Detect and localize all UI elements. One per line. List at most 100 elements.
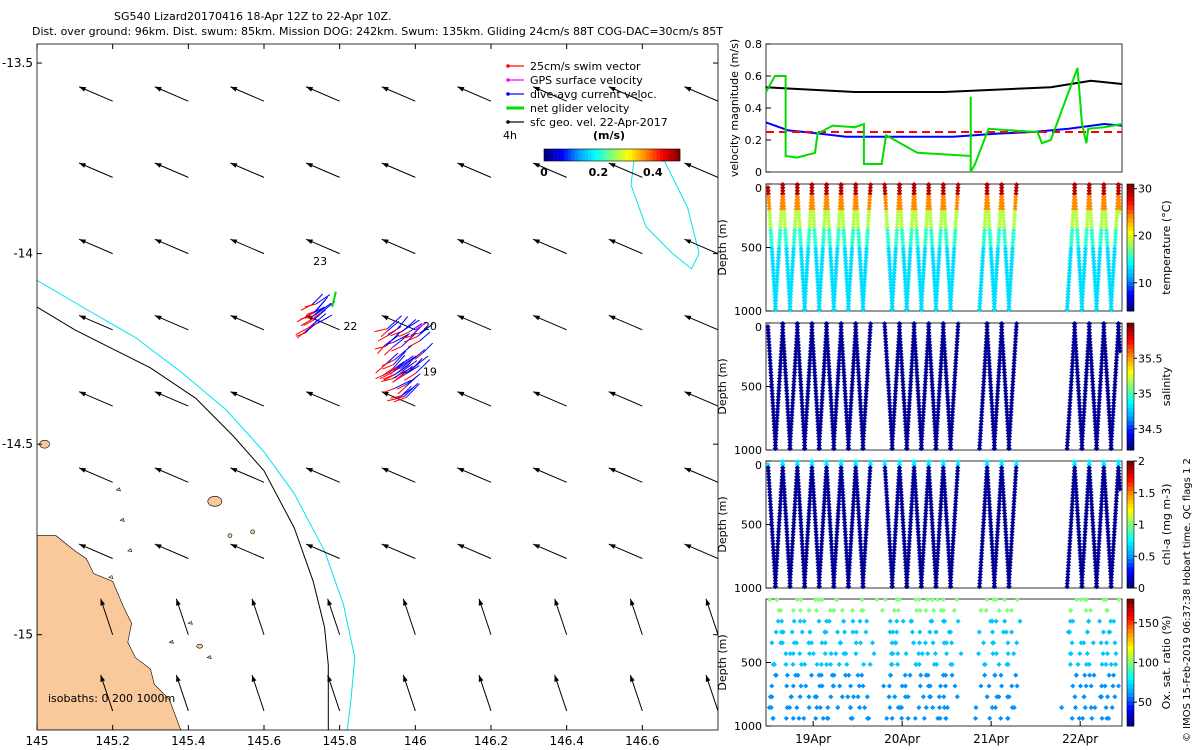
profile-sample <box>931 276 937 282</box>
track-point-label: 23 <box>313 255 327 268</box>
net-velocity-vector <box>331 291 337 308</box>
profile-sample <box>855 221 861 227</box>
profile-sample <box>781 206 787 212</box>
colorbar-cell <box>635 149 640 161</box>
sfc-velocity-arrowhead <box>79 86 87 92</box>
reef <box>115 487 121 492</box>
sfc-velocity-arrowhead <box>533 391 541 397</box>
sfc-velocity-arrowhead <box>230 391 238 397</box>
profile-sample <box>887 273 893 279</box>
x-tick-label: 145.2 <box>95 734 129 748</box>
sfc-velocity-arrowhead <box>608 239 616 245</box>
profile-sample <box>841 233 847 239</box>
sfc-velocity-arrowhead <box>3 163 10 168</box>
legend-marker <box>506 106 510 110</box>
profile-sample <box>921 258 927 264</box>
profile-sample <box>802 288 809 294</box>
dac-vector <box>386 315 402 330</box>
colorbar-cell <box>595 149 599 161</box>
profile-sample <box>857 261 863 267</box>
profile-sample <box>856 243 862 249</box>
profile-sample <box>886 258 892 264</box>
profile-sample <box>846 288 852 294</box>
section-colorbar-cell <box>1127 217 1134 223</box>
section-colorbar-cell <box>1127 272 1134 278</box>
profile-sample <box>842 249 848 255</box>
profile-sample <box>806 230 812 236</box>
profile-sample <box>862 270 868 276</box>
profile-sample <box>884 215 890 221</box>
profile-sample <box>795 194 801 200</box>
colorbar-cell <box>598 149 602 161</box>
profile-sample <box>827 249 833 255</box>
profile-sample <box>921 261 927 267</box>
dac-vector <box>394 379 412 389</box>
profile-sample <box>939 209 945 215</box>
profile-sample <box>823 182 829 188</box>
swim-vector <box>308 322 318 328</box>
profile-sample <box>927 203 933 209</box>
swim-vector <box>295 327 310 336</box>
sfc-velocity-arrowhead <box>608 544 616 549</box>
colorbar-cell <box>574 149 579 161</box>
sfc-velocity-arrowhead <box>478 598 484 606</box>
dac-vector <box>391 370 407 380</box>
profile-sample <box>790 255 796 261</box>
dac-vector <box>401 360 418 372</box>
profile-sample <box>831 307 837 313</box>
colorbar-cell <box>584 149 589 161</box>
swim-vector <box>410 332 421 336</box>
profile-sample <box>783 236 789 243</box>
profile-sample <box>801 307 807 313</box>
profile-sample <box>919 288 925 294</box>
profile-sample <box>767 215 773 221</box>
sfc-velocity-arrowhead <box>533 162 541 168</box>
profile-sample <box>797 236 804 243</box>
y-tick-label: 500 <box>741 381 762 394</box>
sfc-velocity-arrowhead <box>533 544 541 549</box>
profile-sample <box>784 258 790 264</box>
profile-sample <box>765 185 771 191</box>
section-colorbar-cell <box>1127 344 1134 349</box>
profile-sample <box>828 264 834 270</box>
profile-sample <box>795 203 801 209</box>
cbar-axis-label: temperature (°C) <box>1160 200 1173 294</box>
profile-sample <box>849 246 855 252</box>
profile-sample <box>892 264 898 270</box>
profile-sample <box>893 249 899 255</box>
profile-sample <box>790 249 796 255</box>
profile-sample <box>809 182 815 188</box>
profile-sample <box>832 276 839 282</box>
sfc-velocity-arrowhead <box>25 599 30 606</box>
profile-sample <box>829 282 836 288</box>
section-colorbar-cell <box>1127 294 1134 299</box>
profile-sample <box>899 227 905 233</box>
sfc-velocity-arrowhead <box>230 315 238 321</box>
profile-sample <box>834 258 840 264</box>
colorbar-cell <box>612 149 616 161</box>
section-colorbar-cell <box>1127 200 1134 206</box>
swim-vector <box>396 383 408 390</box>
section-colorbar-cell <box>1127 416 1134 421</box>
profile-sample <box>849 249 855 255</box>
profile-sample <box>784 249 790 255</box>
profile-sample <box>825 212 831 218</box>
profile-sample <box>905 276 911 282</box>
profile-sample <box>929 236 935 243</box>
profile-sample <box>803 279 809 285</box>
sfc-velocity-arrowhead <box>684 467 692 473</box>
profile-sample <box>917 279 923 285</box>
profile-sample <box>820 249 826 255</box>
y-tick-label: -14.5 <box>2 437 33 451</box>
profile-sample <box>924 209 930 215</box>
section-colorbar-cell <box>1127 268 1134 274</box>
profile-sample <box>932 282 938 288</box>
profile-sample <box>814 261 820 267</box>
x-tick-label: 145 <box>26 734 49 748</box>
profile-sample <box>843 264 849 270</box>
island <box>250 529 255 535</box>
profile-sample <box>788 282 794 288</box>
profile-sample <box>901 264 907 270</box>
sfc-velocity-arrowhead <box>79 544 87 549</box>
